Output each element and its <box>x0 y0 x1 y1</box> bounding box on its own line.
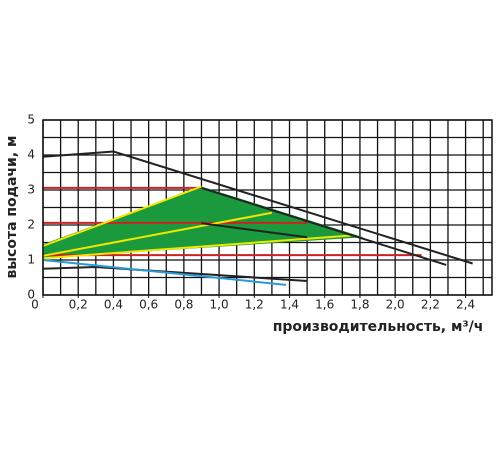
x-axis-label: производительность, м³/ч <box>273 319 484 335</box>
curve <box>42 234 352 260</box>
x-tick-label: 2,0 <box>386 298 405 312</box>
curve <box>42 150 473 265</box>
y-tick-label: 5 <box>27 113 35 127</box>
curve <box>201 222 308 239</box>
y-tick-label: 3 <box>27 183 35 197</box>
curve <box>42 265 308 282</box>
y-tick-label: 1 <box>27 253 35 267</box>
curve <box>42 185 202 247</box>
x-tick-label: 0 <box>31 298 39 312</box>
curve <box>201 186 447 266</box>
y-tick-label: 4 <box>27 148 35 162</box>
x-tick-label: 0,8 <box>174 298 193 312</box>
x-tick-label: 2,2 <box>421 298 440 312</box>
x-tick-label: 1,0 <box>210 298 229 312</box>
y-axis-label: высота подачи, м <box>4 136 20 279</box>
x-tick-label: 2,4 <box>456 298 475 312</box>
x-tick-label: 0,4 <box>104 298 123 312</box>
x-tick-label: 1,4 <box>280 298 299 312</box>
x-tick-label: 1,6 <box>315 298 334 312</box>
x-tick-label: 1,8 <box>350 298 369 312</box>
x-tick-label: 0,6 <box>139 298 158 312</box>
x-tick-label: 1,2 <box>245 298 264 312</box>
x-tick-label: 0,2 <box>69 298 88 312</box>
y-tick-label: 2 <box>27 218 35 232</box>
y-tick-label: 0 <box>27 288 35 302</box>
curve <box>42 259 287 286</box>
curve <box>42 211 273 257</box>
plot-frame <box>42 119 493 296</box>
